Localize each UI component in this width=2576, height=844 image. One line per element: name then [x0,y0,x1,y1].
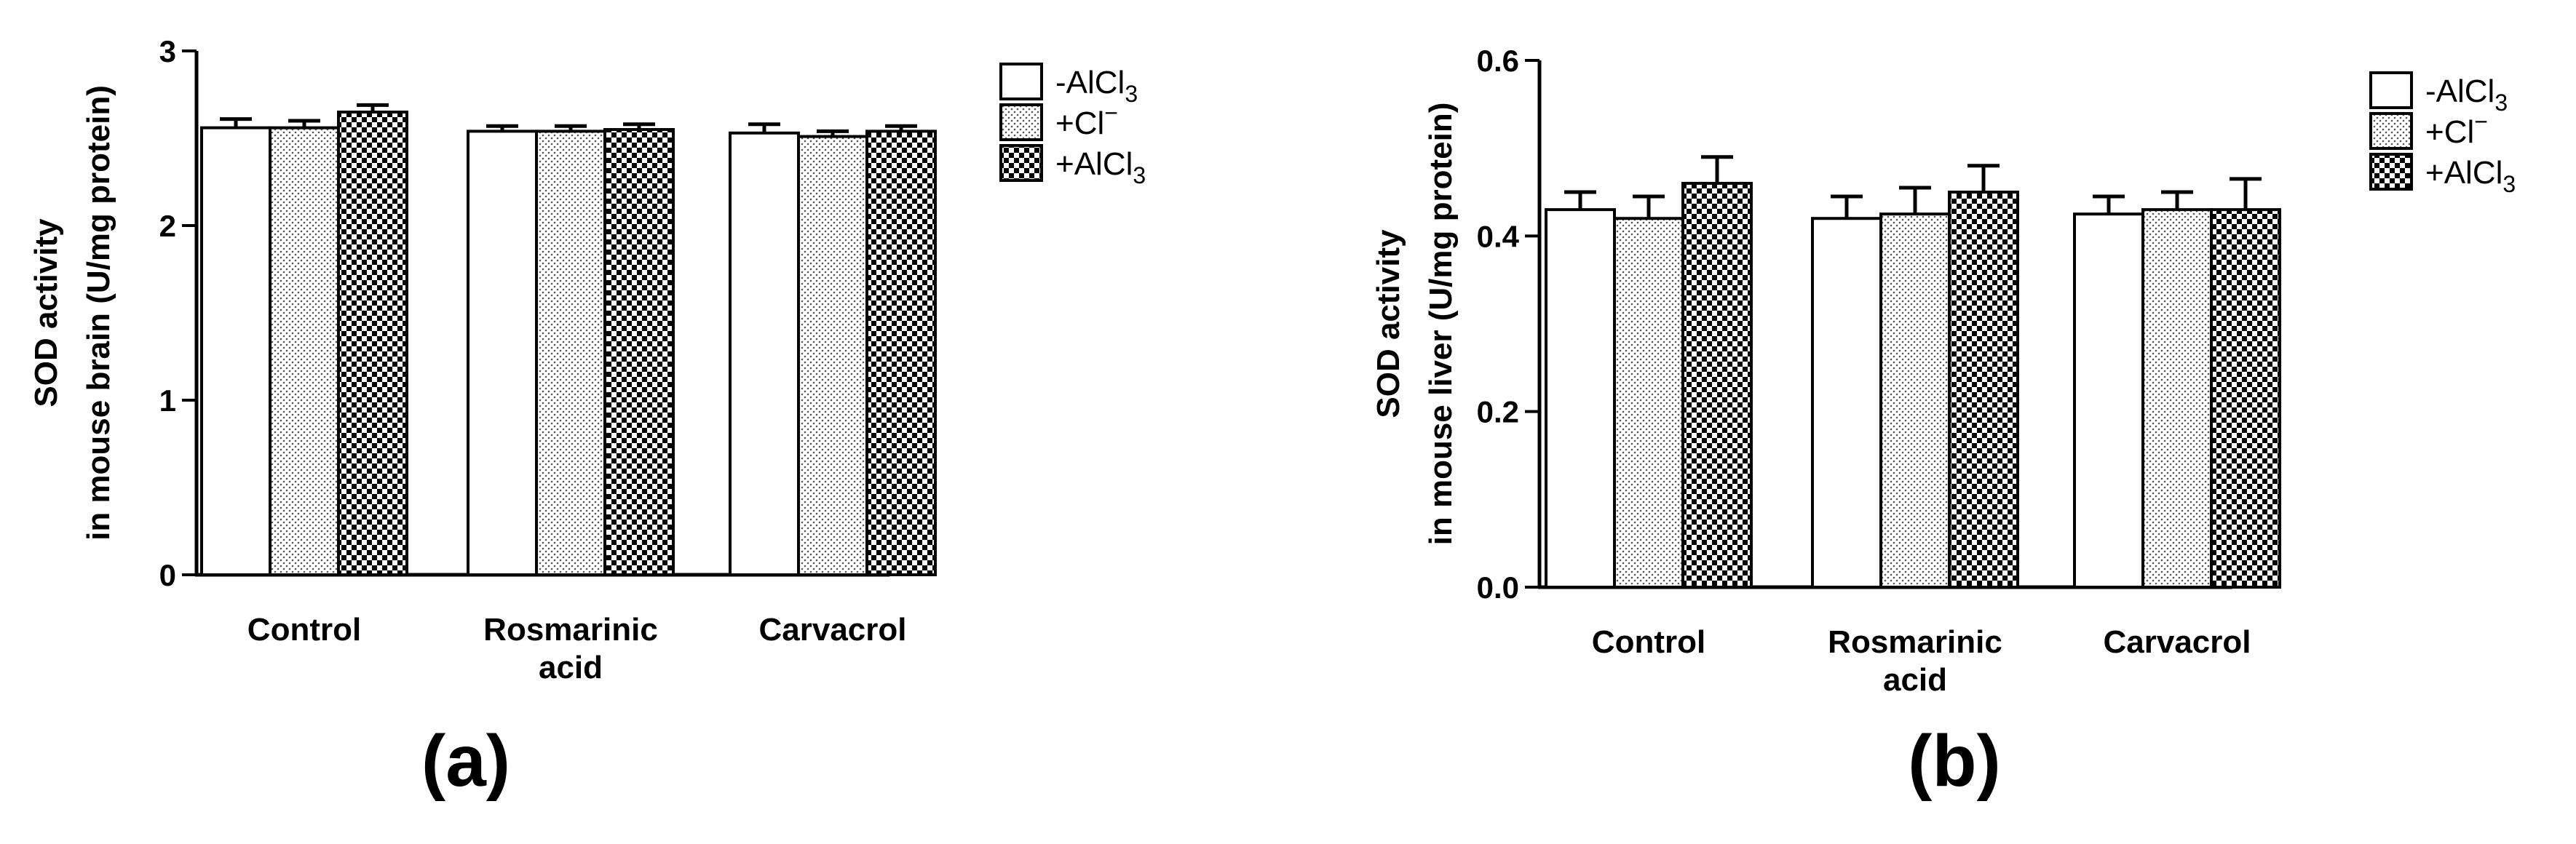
x-tick-label: Rosmarinic acid [483,612,658,685]
y-tick-label: 0.0 [1477,570,1519,605]
y-tick-label: 3 [159,34,176,68]
bar [1613,217,1684,589]
bar [1681,181,1753,589]
chart-panel-a: 0 1 2 3 SOD activity in mouse brain (U/mg pro… [28,34,1146,802]
y-tick-label: 0.4 [1477,219,1520,253]
legend-swatch [2369,112,2413,150]
bar [1545,208,1616,589]
bar [603,128,675,576]
bar [865,130,937,576]
panel-label: (a) [421,720,510,802]
bar [535,130,606,576]
bar [2141,208,2213,589]
legend-label: +AlCl3 [2425,155,2516,197]
bar [1879,212,1951,589]
bar [337,111,408,576]
bar [467,130,538,576]
y-axis-label-line1: SOD activity [28,218,64,407]
y-axis-label-line2: in mouse brain (U/mg protein) [81,85,116,541]
panel-label: (b) [1908,720,2001,802]
bar [1811,217,1882,589]
bar [200,126,272,577]
legend-swatch [999,63,1043,100]
y-tick-label: 0 [159,558,176,592]
legend-swatch [999,144,1043,182]
bar [1948,191,2019,589]
x-tick-label: Control [1592,624,1705,660]
y-tick-label: 0.2 [1477,395,1519,429]
x-tick-label: Rosmarinic acid [1828,624,2002,698]
legend-label: +Cl− [2425,108,2488,150]
bar [729,131,800,577]
chart-panel-b: 0.0 0.2 0.4 0.6 SOD activity in mouse liver (… [1371,44,2516,802]
bar [2073,212,2144,589]
bar [269,126,340,577]
y-tick-label: 2 [159,209,176,243]
legend-label: -AlCl3 [2425,73,2508,116]
legend-label: -AlCl3 [1055,65,1138,107]
legend-swatch [999,103,1043,141]
legend-label: +Cl− [1055,100,1118,141]
x-tick-label: Control [247,612,361,648]
y-tick-label: 0.6 [1477,44,1519,78]
bar [797,135,868,577]
legend-label: +AlCl3 [1055,146,1146,188]
legend-swatch [2369,71,2413,109]
y-axis-label-line1: SOD activity [1371,229,1406,418]
legend-swatch [2369,153,2413,191]
x-tick-label: Carvacrol [2103,624,2251,660]
y-axis-label-line2: in mouse liver (U/mg protein) [1423,103,1459,546]
x-tick-label: Carvacrol [758,612,906,648]
bar [2210,208,2281,589]
y-tick-label: 1 [159,383,176,418]
